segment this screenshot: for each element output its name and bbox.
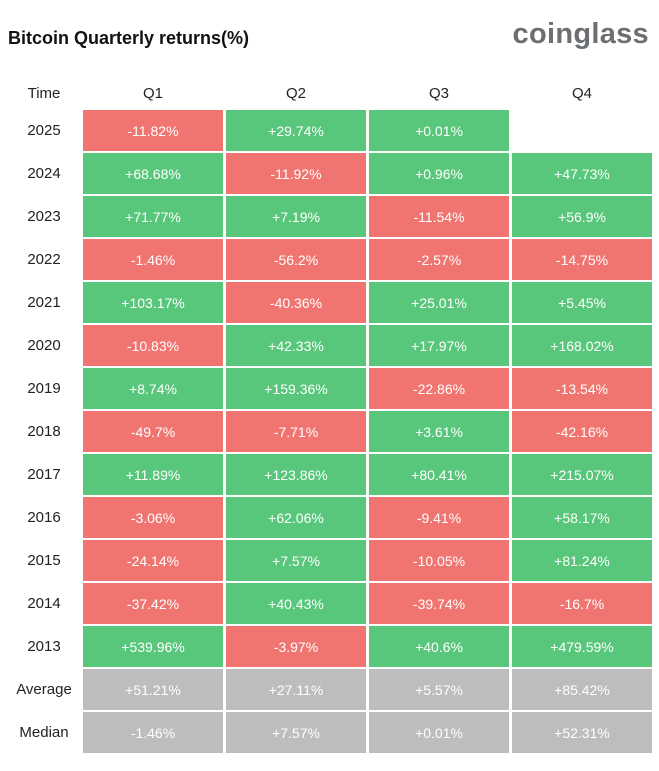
row-label-2024: 2024 (27, 165, 61, 182)
column-header-q2: Q2 (285, 84, 306, 102)
returns-table: Time Q1 Q2 Q3 Q4 2025 -11.82% +29.74% +0.01% 2024… (8, 78, 652, 753)
median-q4-cell: +52.31% (512, 712, 652, 753)
2018-q2-cell: -7.71% (226, 411, 366, 452)
row-label-2022: 2022 (27, 251, 61, 268)
2018-q1-cell: -49.7% (83, 411, 223, 452)
2014-q3-cell: -39.74% (369, 583, 509, 624)
2023-q4-cell: +56.9% (512, 196, 652, 237)
2023-q2-cell: +7.19% (226, 196, 366, 237)
2013-q1-cell: +539.96% (83, 626, 223, 667)
2021-q4-cell: +5.45% (512, 282, 652, 323)
2015-q3-cell: -10.05% (369, 540, 509, 581)
row-label-2013: 2013 (27, 638, 61, 655)
column-header-q1: Q1 (142, 84, 163, 102)
row-label-2023: 2023 (27, 208, 61, 225)
2025-q2-cell: +29.74% (226, 110, 366, 151)
2016-q4-cell: +58.17% (512, 497, 652, 538)
2024-q4-cell: +47.73% (512, 153, 652, 194)
brand-logo: coinglass (512, 18, 649, 50)
row-label-2018: 2018 (27, 423, 61, 440)
2020-q4-cell: +168.02% (512, 325, 652, 366)
average-q3-cell: +5.57% (369, 669, 509, 710)
2016-q1-cell: -3.06% (83, 497, 223, 538)
2013-q4-cell: +479.59% (512, 626, 652, 667)
2023-q1-cell: +71.77% (83, 196, 223, 237)
row-label-2017: 2017 (27, 466, 61, 483)
average-q1-cell: +51.21% (83, 669, 223, 710)
2021-q3-cell: +25.01% (369, 282, 509, 323)
2024-q1-cell: +68.68% (83, 153, 223, 194)
average-q2-cell: +27.11% (226, 669, 366, 710)
2016-q3-cell: -9.41% (369, 497, 509, 538)
2015-q2-cell: +7.57% (226, 540, 366, 581)
2017-q4-cell: +215.07% (512, 454, 652, 495)
median-q3-cell: +0.01% (369, 712, 509, 753)
column-header-time: Time (27, 84, 61, 102)
2025-q3-cell: +0.01% (369, 110, 509, 151)
2018-q4-cell: -42.16% (512, 411, 652, 452)
2024-q3-cell: +0.96% (369, 153, 509, 194)
2020-q1-cell: -10.83% (83, 325, 223, 366)
2014-q1-cell: -37.42% (83, 583, 223, 624)
2018-q3-cell: +3.61% (369, 411, 509, 452)
2022-q1-cell: -1.46% (83, 239, 223, 280)
2023-q3-cell: -11.54% (369, 196, 509, 237)
2014-q4-cell: -16.7% (512, 583, 652, 624)
2021-q1-cell: +103.17% (83, 282, 223, 323)
2016-q2-cell: +62.06% (226, 497, 366, 538)
stat-label-average: Average (16, 681, 72, 698)
row-label-2014: 2014 (27, 595, 61, 612)
row-label-2015: 2015 (27, 552, 61, 569)
header: Bitcoin Quarterly returns(%) coinglass (0, 0, 659, 76)
median-q2-cell: +7.57% (226, 712, 366, 753)
2017-q1-cell: +11.89% (83, 454, 223, 495)
2015-q4-cell: +81.24% (512, 540, 652, 581)
stat-label-median: Median (19, 724, 69, 741)
2019-q2-cell: +159.36% (226, 368, 366, 409)
row-label-2021: 2021 (27, 294, 61, 311)
2013-q3-cell: +40.6% (369, 626, 509, 667)
2019-q3-cell: -22.86% (369, 368, 509, 409)
row-label-2020: 2020 (27, 337, 61, 354)
2014-q2-cell: +40.43% (226, 583, 366, 624)
row-label-2016: 2016 (27, 509, 61, 526)
2017-q3-cell: +80.41% (369, 454, 509, 495)
row-label-2025: 2025 (27, 122, 61, 139)
column-header-q4: Q4 (571, 84, 592, 102)
2025-q4-cell (512, 110, 652, 151)
average-q4-cell: +85.42% (512, 669, 652, 710)
2021-q2-cell: -40.36% (226, 282, 366, 323)
2022-q3-cell: -2.57% (369, 239, 509, 280)
2020-q2-cell: +42.33% (226, 325, 366, 366)
2019-q4-cell: -13.54% (512, 368, 652, 409)
2013-q2-cell: -3.97% (226, 626, 366, 667)
2022-q4-cell: -14.75% (512, 239, 652, 280)
chart-title: Bitcoin Quarterly returns(%) (8, 28, 250, 48)
2019-q1-cell: +8.74% (83, 368, 223, 409)
2020-q3-cell: +17.97% (369, 325, 509, 366)
2022-q2-cell: -56.2% (226, 239, 366, 280)
column-header-q3: Q3 (428, 84, 449, 102)
2017-q2-cell: +123.86% (226, 454, 366, 495)
2024-q2-cell: -11.92% (226, 153, 366, 194)
median-q1-cell: -1.46% (83, 712, 223, 753)
2015-q1-cell: -24.14% (83, 540, 223, 581)
2025-q1-cell: -11.82% (83, 110, 223, 151)
row-label-2019: 2019 (27, 380, 61, 397)
